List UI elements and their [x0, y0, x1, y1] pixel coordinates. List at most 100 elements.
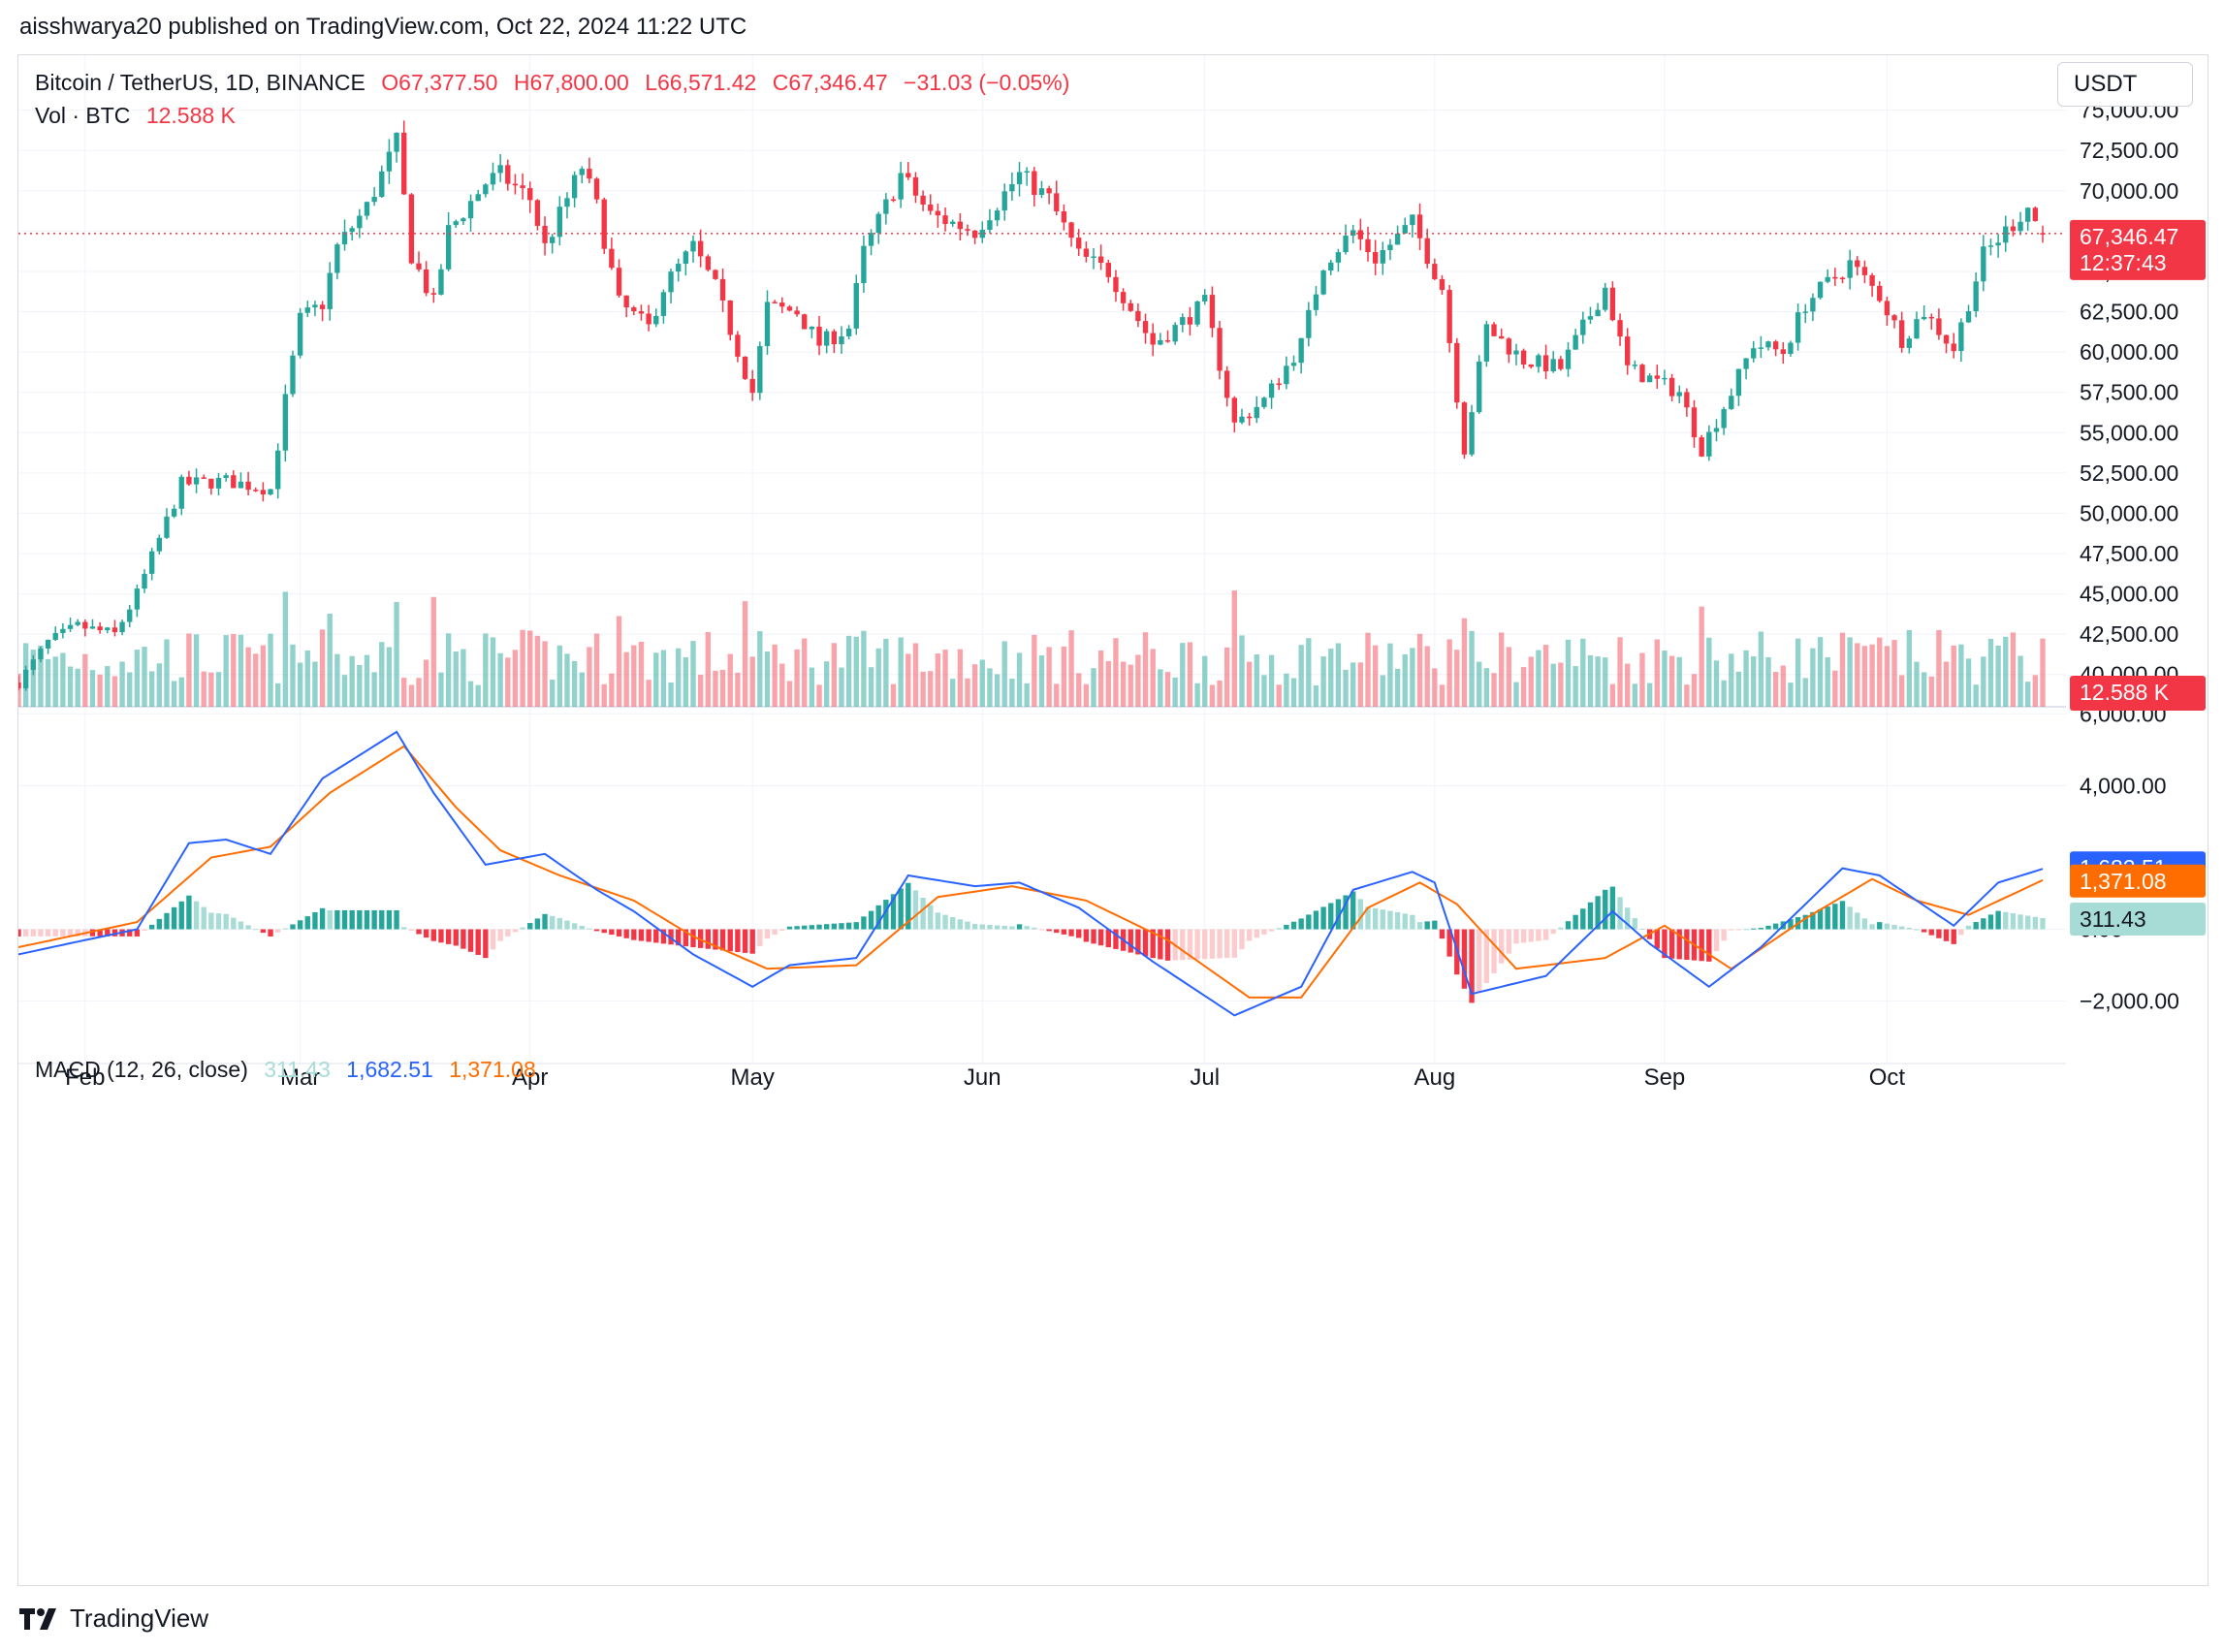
candle-body [1780, 349, 1786, 354]
symbol-title[interactable]: Bitcoin / TetherUS, 1D, BINANCE [35, 70, 365, 95]
candle-body [1536, 355, 1541, 367]
candle-body [638, 311, 645, 314]
volume-bar [831, 643, 837, 707]
volume-bar [1973, 684, 1979, 707]
macd-histogram-bar [890, 894, 897, 930]
macd-histogram-bar [1965, 925, 1972, 930]
macd-histogram-bar [1721, 929, 1727, 941]
volume-bar [505, 657, 511, 707]
macd-histogram-bar [319, 907, 326, 930]
volume-bar [193, 634, 200, 707]
volume-bar [1788, 683, 1794, 707]
macd-histogram-bar [668, 929, 674, 945]
candle-body [1357, 230, 1364, 239]
chart-frame[interactable]: 75,000.0072,500.0070,000.0067,500.0065,0… [16, 54, 2208, 1586]
time-axis-label: Oct [1869, 1064, 1906, 1091]
volume-bar [1506, 647, 1511, 707]
candle-body [142, 573, 147, 589]
volume-bar [713, 670, 718, 707]
macd-histogram-bar [1372, 907, 1379, 930]
candle-body [2017, 221, 2023, 232]
macd-histogram-bar [1246, 929, 1253, 941]
candle-body [942, 215, 948, 225]
candle-body [1558, 359, 1564, 369]
tradingview-brand[interactable]: TradingView [19, 1604, 208, 1634]
candle-body [1335, 252, 1342, 263]
candle-body [483, 184, 489, 195]
gridlines [18, 55, 2066, 1064]
macd-histogram-bar [1365, 906, 1371, 930]
candle-body [490, 173, 496, 185]
candle-body [297, 312, 303, 356]
candle-body [1001, 191, 1007, 211]
volume-bar [883, 638, 889, 707]
volume-bar [861, 630, 867, 707]
candle-body [646, 313, 651, 325]
candle-body [579, 169, 585, 175]
volume-bar [1372, 645, 1379, 707]
macd-histogram-bar [616, 929, 622, 937]
candle-body [475, 194, 481, 202]
publisher-header: aisshwarya20 published on TradingView.co… [19, 14, 747, 40]
volume-bar [1632, 683, 1638, 707]
volume-bar [408, 684, 415, 707]
candle-body [45, 639, 51, 649]
macd-histogram-bar [527, 923, 533, 930]
macd-histogram-bar [957, 919, 964, 930]
open-value: O67,377.50 [381, 70, 498, 95]
macd-histogram-bar [1861, 918, 1868, 930]
candle-body [1662, 377, 1668, 380]
macd-histogram-bar [1817, 908, 1824, 930]
volume-bar [920, 671, 926, 707]
volume-bar [186, 633, 192, 707]
candle-body [1254, 406, 1259, 419]
volume-bar [1261, 675, 1267, 707]
volume-label[interactable]: Vol · BTC [35, 103, 131, 128]
candle-body [1587, 316, 1594, 320]
volume-bar [297, 662, 303, 707]
volume-bar [75, 668, 80, 707]
chart-canvas[interactable]: 75,000.0072,500.0070,000.0067,500.0065,0… [16, 55, 2208, 1585]
macd-histogram-bar [156, 918, 162, 930]
macd-histogram-bar [52, 929, 58, 937]
volume-bar [2025, 682, 2031, 707]
candle-body [1054, 193, 1060, 211]
macd-histogram-bar [401, 927, 407, 930]
macd-histogram-bar [1943, 929, 1950, 941]
volume-bar [839, 667, 844, 707]
volume-bar [772, 644, 778, 707]
macd-label[interactable]: MACD (12, 26, close) [35, 1057, 248, 1082]
volume-bar [1906, 629, 1913, 707]
candle-body [357, 215, 363, 229]
candle-body [97, 626, 103, 631]
volume-bar [764, 651, 771, 707]
macd-histogram-bar [994, 925, 1001, 930]
volume-bar [1691, 674, 1698, 707]
macd-histogram-bar [1224, 929, 1230, 959]
macd-histogram-bar [1038, 929, 1045, 931]
macd-histogram-bar [786, 926, 793, 930]
macd-histogram-bar [1076, 929, 1082, 938]
volume-bar [779, 663, 785, 707]
macd-histogram-bar [2003, 911, 2009, 930]
candle-body [1795, 312, 1801, 343]
macd-histogram-bar [371, 909, 377, 930]
candle-body [660, 292, 667, 316]
macd-histogram-bar [223, 913, 229, 930]
volume-bar [386, 647, 393, 707]
volume-bar [1320, 656, 1326, 707]
macd-histogram-bar [542, 913, 548, 930]
macd-histogram-bar [1951, 929, 1956, 944]
candle-body [1306, 309, 1312, 338]
volume-bar [564, 653, 570, 707]
candle-body [1632, 365, 1638, 366]
candle-body [1684, 392, 1690, 408]
macd-histogram-bar [1587, 902, 1594, 930]
macd-histogram-bar [1899, 926, 1905, 930]
macd-histogram-bar [1439, 929, 1446, 939]
volume-bar [1751, 656, 1757, 707]
candle-body [1298, 337, 1304, 364]
macd-histogram-bar [1113, 929, 1119, 949]
currency-selector[interactable]: USDT [2057, 62, 2193, 107]
macd-histogram-bar [201, 906, 207, 930]
